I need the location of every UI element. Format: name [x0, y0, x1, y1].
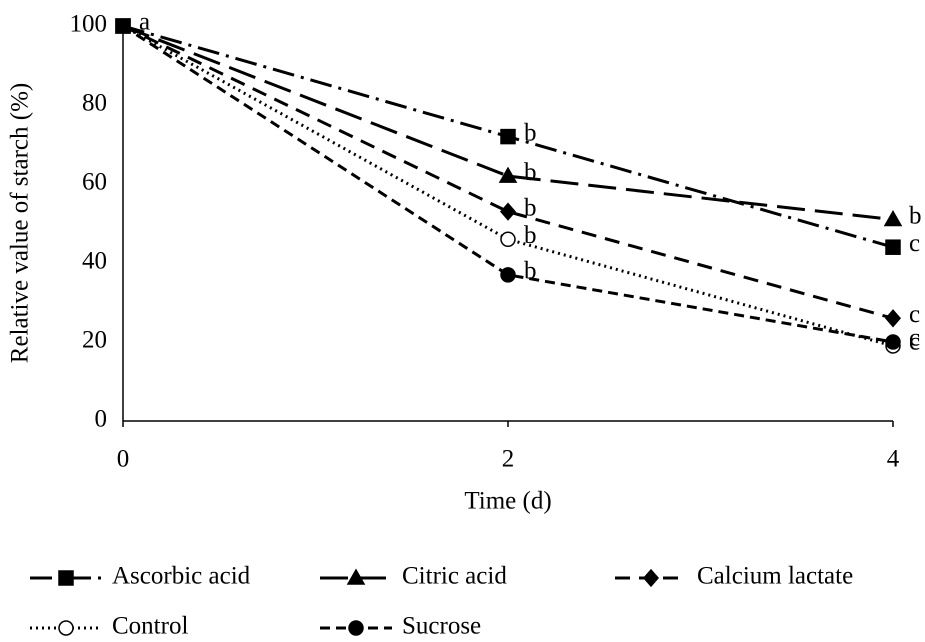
legend-label: Sucrose [402, 613, 481, 640]
annotation: a [139, 9, 150, 36]
annotation: c [909, 301, 920, 328]
series-line [122, 24, 894, 344]
annotation: b [524, 194, 537, 221]
marker [115, 18, 131, 34]
marker [885, 239, 901, 255]
series-line [122, 24, 894, 222]
annotation: c [909, 230, 920, 257]
legend-label: Calcium lactate [697, 563, 853, 590]
legend-marker [346, 568, 366, 585]
y-axis-title: Relative value of starch (%) [7, 83, 34, 363]
marker [885, 334, 901, 350]
annotation: b [909, 202, 922, 229]
y-tick-label: 60 [82, 169, 107, 196]
series-line [122, 24, 894, 348]
legend-marker [58, 620, 74, 636]
marker [883, 210, 903, 227]
y-tick-label: 0 [95, 406, 108, 433]
legend-label: Control [112, 613, 188, 640]
x-tick-label: 0 [117, 446, 130, 473]
marker [500, 202, 516, 221]
y-tick-label: 20 [82, 327, 107, 354]
marker [500, 231, 516, 248]
legend-marker [348, 620, 364, 636]
legend-marker [643, 568, 659, 588]
legend-marker [58, 570, 74, 586]
annotation: b [524, 119, 537, 146]
annotation: b [524, 258, 537, 285]
x-tick-label: 2 [502, 446, 515, 473]
marker [498, 166, 518, 183]
y-tick-label: 40 [82, 248, 107, 275]
marker [885, 309, 901, 328]
y-tick-label: 80 [82, 90, 107, 117]
annotation: c [909, 325, 920, 352]
marker [500, 128, 516, 145]
annotation: c [909, 329, 920, 356]
annotation: b [524, 222, 537, 249]
y-tick-label: 100 [70, 11, 108, 38]
legend-label: Citric acid [402, 563, 507, 590]
x-axis-title: Time (d) [464, 488, 551, 515]
marker [500, 267, 516, 283]
annotation: b [524, 159, 537, 186]
legend-label: Ascorbic acid [112, 563, 251, 590]
x-tick-label: 4 [887, 446, 900, 473]
